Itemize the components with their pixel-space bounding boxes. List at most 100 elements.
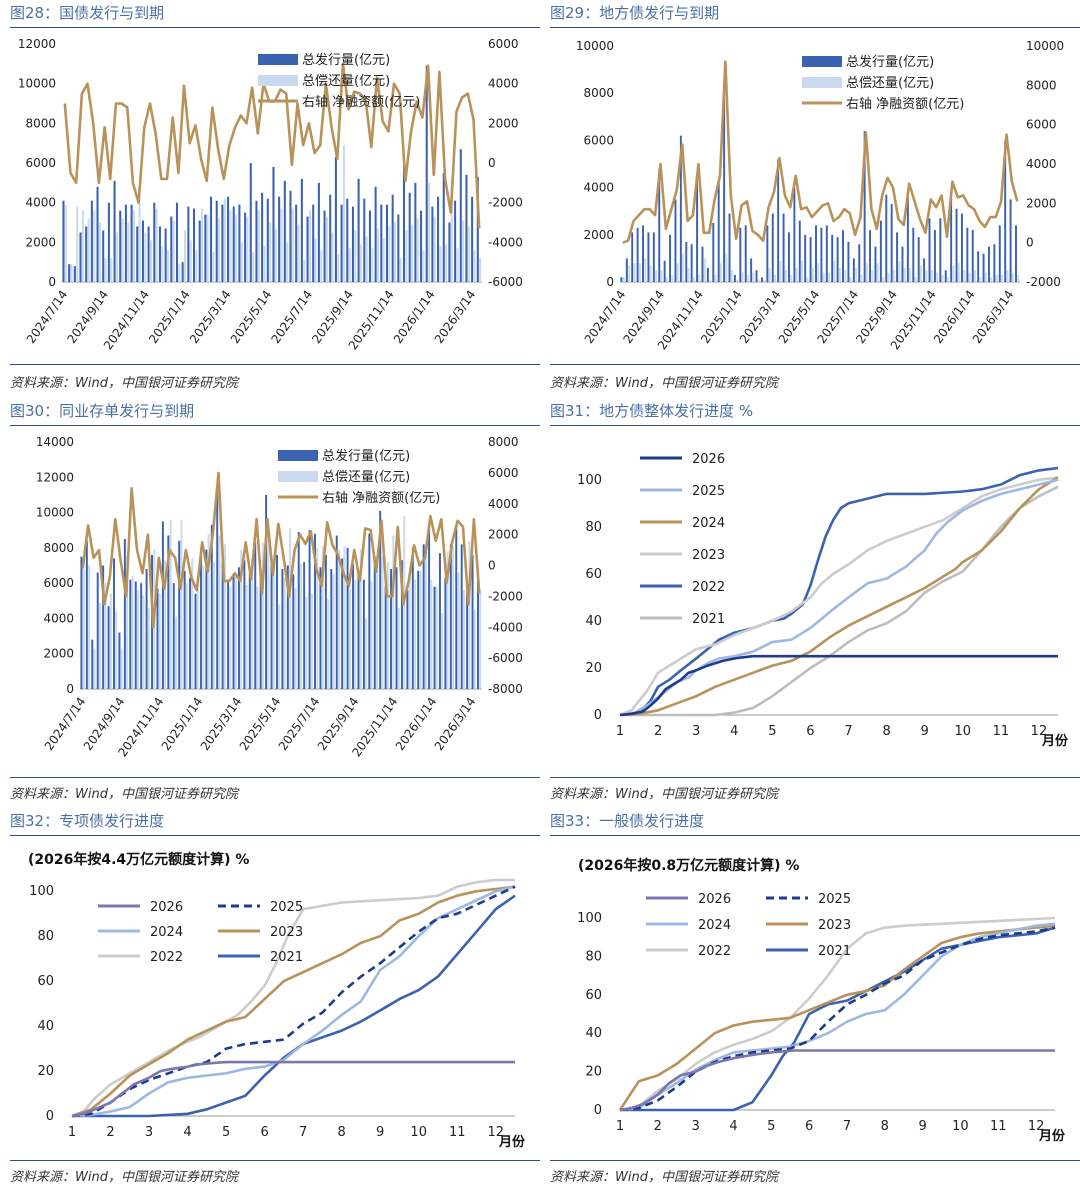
repay-bar — [1011, 272, 1014, 282]
repay-bar — [370, 581, 373, 689]
y-left-tick-label: 10000 — [36, 506, 74, 520]
issue-bar — [227, 196, 230, 282]
repay-bar — [88, 565, 91, 689]
repay-bar — [261, 542, 264, 689]
x-tick-label: 4 — [729, 1119, 737, 1134]
repay-bar — [286, 242, 289, 282]
issue-bar — [90, 200, 93, 282]
issue-bar — [1004, 140, 1007, 282]
y-left-tick-label: 4000 — [25, 196, 56, 210]
issue-bar — [906, 197, 909, 282]
repay-bar — [376, 556, 379, 689]
repay-bar — [422, 250, 425, 282]
x-tick-label: 11 — [993, 724, 1010, 739]
repay-bar — [979, 277, 982, 282]
issue-bar — [272, 166, 275, 282]
repay-bar — [218, 218, 221, 282]
y-right-tick-label: -4000 — [488, 620, 523, 634]
repay-bar — [898, 260, 901, 282]
issue-bar — [283, 180, 286, 282]
repay-bar — [218, 535, 221, 689]
repay-bar — [109, 593, 112, 689]
issue-bar — [261, 192, 264, 282]
issue-bar — [335, 535, 338, 689]
issue-bar — [885, 194, 888, 282]
repay-bar — [428, 182, 431, 282]
repay-bar — [201, 208, 204, 282]
issue-bar — [384, 586, 387, 689]
y-left-tick-label: 6000 — [43, 576, 74, 590]
y-right-tick-label: 6000 — [488, 466, 519, 480]
x-tick-label: 7 — [844, 724, 852, 739]
panel-title: 图29：地方债发行与到期 — [550, 4, 720, 22]
issue-bar — [998, 225, 1001, 282]
issue-bar — [314, 533, 316, 689]
issue-bar — [454, 200, 457, 282]
issue-bar — [852, 258, 855, 282]
issue-bar — [438, 553, 441, 689]
panel-top-rule — [10, 27, 540, 28]
repay-bar — [98, 222, 101, 282]
legend-label-2023: 2023 — [270, 925, 303, 940]
issue-bar — [696, 180, 699, 282]
x-tick-label: 2025/5/14 — [228, 288, 275, 346]
issue-bar — [266, 198, 269, 282]
y-left-tick-label: 14000 — [36, 435, 74, 449]
repay-bar — [64, 204, 67, 282]
repay-bar — [730, 270, 733, 282]
repay-bar — [274, 228, 277, 282]
issue-bar — [346, 198, 349, 282]
issue-bar — [374, 186, 377, 282]
repay-bar — [202, 565, 205, 689]
issue-bar — [437, 196, 440, 282]
issue-bar — [422, 544, 425, 689]
repay-bar — [709, 279, 712, 282]
repay-bar — [377, 228, 380, 282]
repay-bar — [441, 613, 444, 689]
repay-bar — [321, 546, 324, 689]
issue-bar — [433, 586, 436, 689]
issue-bar — [690, 244, 693, 282]
issue-bar — [140, 583, 143, 689]
issue-bar — [243, 560, 246, 689]
repay-bar — [325, 216, 328, 282]
issue-bar — [400, 560, 403, 689]
repay-bar — [844, 270, 847, 282]
issue-bar — [771, 213, 774, 282]
x-unit-label: 月份 — [1041, 733, 1069, 749]
y-tick-label: 60 — [585, 567, 602, 582]
repay-bar — [855, 267, 858, 282]
repay-bar — [430, 579, 433, 689]
repay-bar — [185, 583, 188, 689]
issue-bar — [647, 232, 650, 282]
issue-bar — [215, 200, 218, 282]
issue-bar — [760, 277, 763, 282]
legend-swatch-issue — [258, 54, 298, 65]
issue-bar — [917, 237, 920, 282]
issue-bar — [788, 232, 790, 282]
repay-bar — [213, 561, 216, 689]
x-tick-label: 11 — [449, 1125, 466, 1140]
panel-top-rule — [10, 835, 540, 836]
y-left-tick-label: 0 — [66, 682, 74, 696]
legend-label-issue: 总发行量(亿元) — [846, 54, 934, 70]
repay-bar — [283, 577, 286, 689]
repay-bar — [416, 218, 419, 282]
source-note: 资料来源：Wind，中国银河证券研究院 — [550, 376, 778, 391]
series-line-2023 — [619, 476, 1059, 717]
legend-label-repay: 总偿还量(亿元) — [846, 76, 934, 91]
repay-bar — [473, 250, 476, 282]
repay-bar — [763, 279, 766, 282]
repay-bar — [682, 253, 685, 282]
repay-bar — [289, 528, 292, 689]
repay-bar — [671, 274, 674, 282]
issue-bar — [417, 570, 420, 689]
y-left-tick-label: 8000 — [583, 86, 614, 100]
issue-bar — [408, 192, 411, 282]
y-left-tick-label: 2000 — [43, 647, 74, 661]
repay-bar — [115, 611, 118, 689]
repay-bar — [622, 277, 625, 282]
repay-bar — [343, 546, 346, 689]
issue-bar — [448, 222, 451, 282]
issue-bar — [825, 225, 828, 282]
